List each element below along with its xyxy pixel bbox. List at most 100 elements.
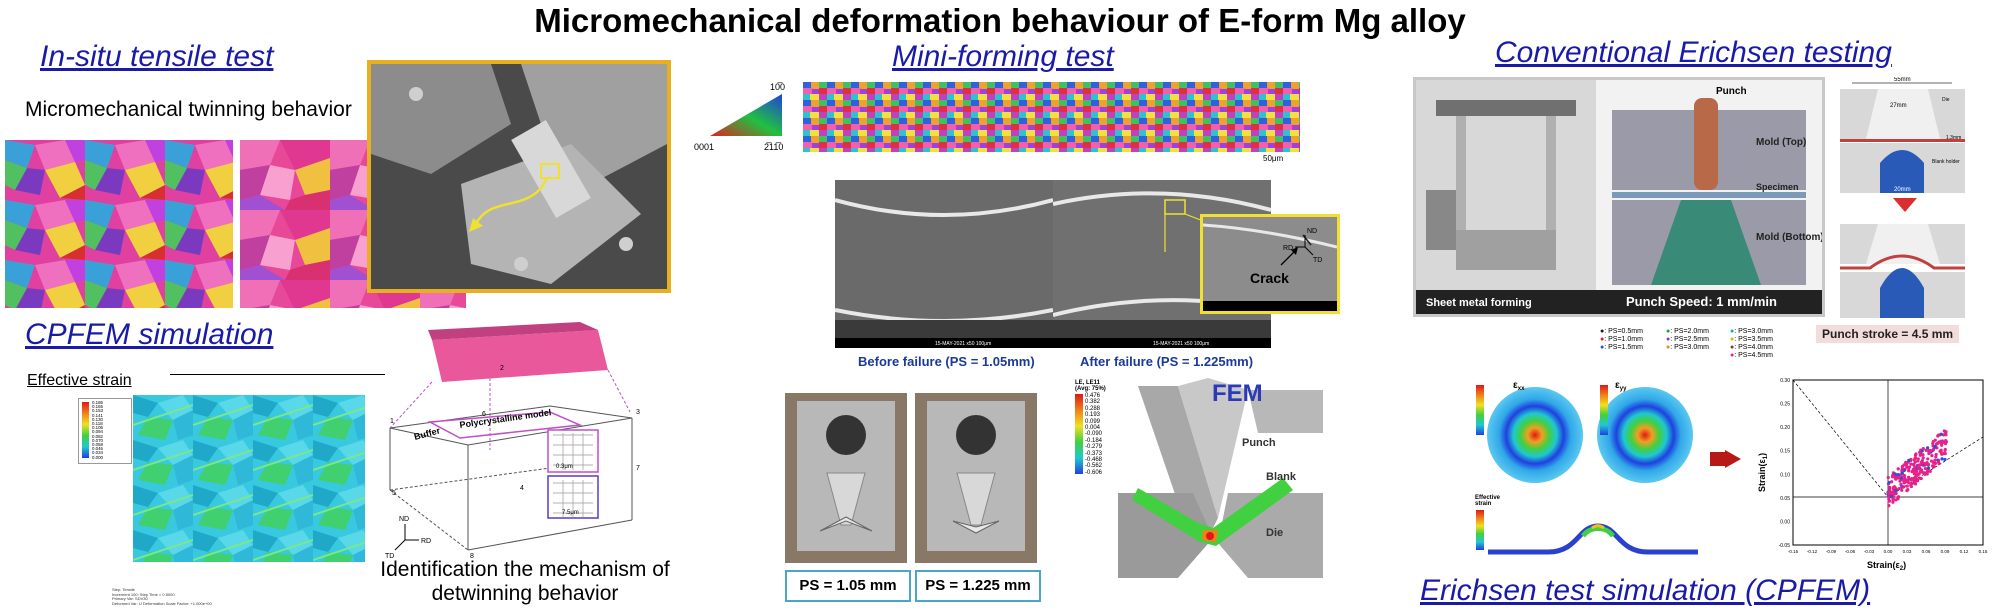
fem-title: FEM bbox=[1212, 380, 1263, 407]
die-photo-1 bbox=[785, 393, 907, 563]
after-failure-caption: After failure (PS = 1.225mm) bbox=[1080, 354, 1254, 369]
dim-20: 20mm bbox=[1894, 187, 1911, 193]
le-value: -0.373 bbox=[1085, 450, 1103, 457]
strain-point bbox=[1925, 472, 1929, 476]
le-value: -0.606 bbox=[1085, 469, 1103, 476]
strain-point bbox=[1890, 480, 1894, 484]
strain-point bbox=[1933, 445, 1937, 449]
strain-point bbox=[1905, 462, 1909, 466]
ipf-label-top: 10̅0 bbox=[770, 82, 785, 92]
y-tick-label: 0.20 bbox=[1780, 425, 1790, 431]
erichsen-strain-contours: εxx εyy bbox=[1465, 380, 1695, 490]
ebsd-map-1 bbox=[5, 140, 233, 308]
effective-strain-profile-label: Effective strain bbox=[1475, 495, 1500, 507]
strain-y-label: Strain(ε1) bbox=[1757, 453, 1769, 492]
strain-point bbox=[1912, 462, 1916, 467]
le-value: 0.004 bbox=[1085, 425, 1101, 432]
sem-before-failure: 15-MAY-2021 x50 100μm bbox=[835, 180, 1053, 348]
strain-point bbox=[1916, 466, 1920, 471]
axis-nd: ND bbox=[399, 516, 409, 523]
strain-point bbox=[1942, 433, 1946, 437]
cpfem-strain-legend: 0.186 0.165 0.153 0.141 0.130 0.118 0.10… bbox=[78, 398, 132, 464]
strain-point bbox=[1896, 473, 1900, 477]
strain-point bbox=[1905, 480, 1909, 484]
ps-legend-item: ●: PS=3.0mm bbox=[1666, 344, 1709, 351]
le-colorbar bbox=[1075, 394, 1083, 474]
strain-point bbox=[1914, 474, 1918, 478]
strain-point bbox=[1909, 483, 1913, 487]
polycrystalline-label: Polycrystalline model bbox=[459, 407, 552, 430]
punch-stroke-label: Punch stroke = 4.5 mm bbox=[1816, 325, 1960, 343]
strain-point bbox=[1887, 503, 1891, 508]
strain-point bbox=[1891, 475, 1895, 479]
strain-point bbox=[1928, 449, 1932, 453]
legend-values: 0.186 0.165 0.153 0.141 0.130 0.118 0.10… bbox=[92, 400, 103, 460]
legend-value: 0.153 bbox=[92, 408, 103, 414]
axis-rd: RD bbox=[421, 538, 431, 545]
strain-point bbox=[1896, 467, 1900, 471]
sem-footer: 15-MAY-2021 x50 100μm bbox=[1153, 341, 1209, 347]
die-photo-2 bbox=[915, 393, 1037, 563]
sem-after-failure: 15-MAY-2021 x50 100μm bbox=[1053, 180, 1271, 348]
node-number: 8 bbox=[470, 553, 474, 560]
sem-crack-inset: ND RD TD bbox=[1200, 214, 1340, 314]
strain-point bbox=[1894, 477, 1898, 481]
strain-point bbox=[1891, 496, 1895, 501]
section-title-cpfem: CPFEM simulation bbox=[25, 318, 274, 351]
effective-strain-line: Effective bbox=[1475, 495, 1501, 501]
exx-colorbar bbox=[1476, 385, 1484, 435]
strain-point bbox=[1942, 452, 1946, 456]
strain-point bbox=[1932, 461, 1936, 465]
strain-point bbox=[1893, 472, 1897, 476]
down-arrow-icon bbox=[1893, 198, 1917, 212]
node-number: 7 bbox=[636, 465, 640, 472]
le-value: 0.382 bbox=[1085, 399, 1101, 406]
strain-point bbox=[1940, 457, 1944, 461]
strain-point bbox=[1918, 476, 1923, 481]
x-tick-label: 0.15 bbox=[1979, 549, 1988, 554]
mini-ebsd-strip bbox=[803, 82, 1300, 152]
strain-point bbox=[1907, 458, 1911, 462]
sem-footer: 15-MAY-2021 x50 100μm bbox=[935, 341, 991, 347]
buffer-label: Buffer bbox=[413, 425, 442, 442]
strain-point bbox=[1916, 457, 1920, 461]
strain-point bbox=[1900, 464, 1905, 469]
ps-legend: ●: PS=0.5mm ●: PS=1.0mm ●: PS=1.5mm ●: P… bbox=[1600, 328, 1800, 368]
y-tick-label: 0.00 bbox=[1780, 519, 1790, 525]
ps-legend-item: ●: PS=4.0mm bbox=[1730, 344, 1773, 351]
effective-strain-profile bbox=[1488, 512, 1698, 562]
legend-colorbar bbox=[82, 402, 89, 458]
cpfem-axes: ND RD TD bbox=[385, 510, 445, 560]
legend-value: 0.165 bbox=[92, 404, 103, 410]
strain-point bbox=[1915, 478, 1920, 482]
strain-point bbox=[1913, 482, 1918, 486]
cpfem-footer: Step: Tensile Increment 100: Step Time =… bbox=[112, 587, 212, 606]
strain-point bbox=[1939, 432, 1943, 436]
strain-point bbox=[1905, 484, 1909, 488]
strain-point bbox=[1917, 472, 1921, 476]
strain-point bbox=[1886, 475, 1890, 480]
strain-point bbox=[1924, 461, 1928, 466]
strain-point bbox=[1944, 439, 1948, 443]
dim-die: Die bbox=[1942, 97, 1950, 103]
fem-label-blank: Blank bbox=[1266, 471, 1297, 483]
exx-label: εxx bbox=[1513, 380, 1525, 392]
strain-point bbox=[1894, 498, 1898, 502]
x-tick-label: -0.06 bbox=[1845, 549, 1856, 554]
strain-point bbox=[1939, 441, 1943, 445]
before-failure-caption: Before failure (PS = 1.05mm) bbox=[858, 354, 1035, 369]
strain-point bbox=[1902, 468, 1906, 473]
le-value: 0.288 bbox=[1085, 405, 1101, 412]
footer-line: Increment 100: Step Time = 0.5000 bbox=[112, 591, 175, 597]
cpfem-model-diagram: 1 2 3 4 5 6 7 8 Buffer Polycrystalline m… bbox=[370, 300, 670, 560]
strain-point bbox=[1943, 457, 1947, 462]
x-tick-label: 0.06 bbox=[1922, 549, 1931, 554]
x-tick-label: 0.09 bbox=[1941, 549, 1950, 554]
axis-td: TD bbox=[385, 553, 394, 560]
label-specimen: Specimen bbox=[1756, 182, 1799, 192]
le-values: 0.476 0.382 0.288 0.193 0.099 0.004 -0.0… bbox=[1085, 393, 1102, 476]
strain-point bbox=[1912, 472, 1916, 476]
dim-13: 1.3mm bbox=[1946, 135, 1961, 141]
section-title-erichsen-sim: Erichsen test simulation (CPFEM) bbox=[1420, 574, 1871, 607]
strain-point bbox=[1898, 479, 1902, 483]
